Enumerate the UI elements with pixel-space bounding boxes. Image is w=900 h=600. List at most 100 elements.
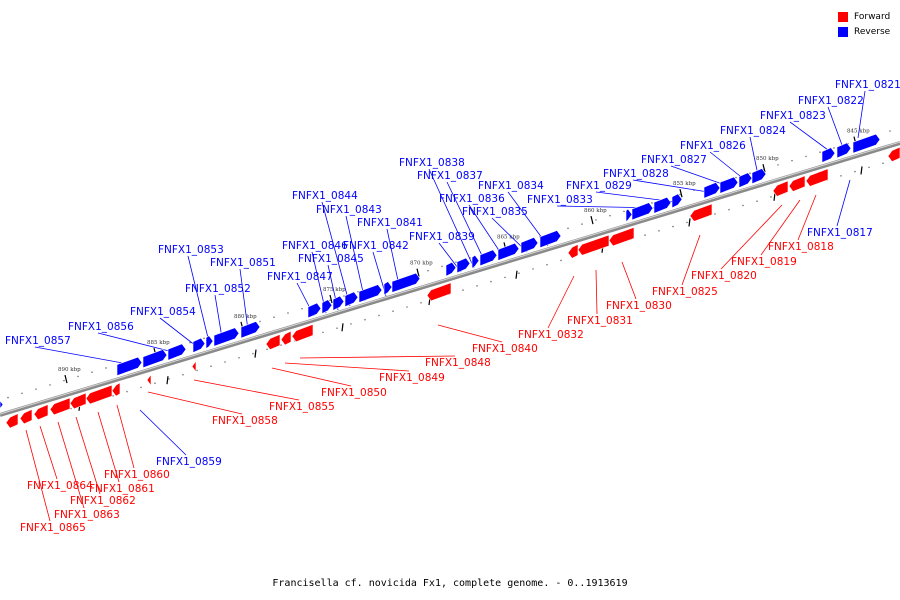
gene-feature-forward[interactable] [5, 413, 19, 429]
gene-label-FNFX1_0860[interactable]: FNFX1_0860 [104, 469, 170, 481]
gene-feature-reverse[interactable] [192, 337, 206, 354]
gene-feature-reverse[interactable] [0, 399, 4, 412]
gene-feature-reverse[interactable] [703, 182, 721, 199]
gene-feature-forward[interactable] [85, 384, 113, 405]
gene-feature-forward[interactable] [69, 392, 87, 410]
gene-label-FNFX1_0820[interactable]: FNFX1_0820 [691, 270, 757, 282]
gene-feature-reverse[interactable] [836, 142, 852, 159]
gene-label-FNFX1_0835[interactable]: FNFX1_0835 [462, 206, 528, 218]
gene-feature-forward[interactable] [191, 359, 197, 373]
gene-feature-reverse[interactable] [321, 299, 333, 315]
gene-feature-reverse[interactable] [358, 284, 383, 303]
gene-feature-forward[interactable] [146, 373, 152, 387]
gene-feature-forward[interactable] [265, 333, 281, 350]
gene-feature-reverse[interactable] [213, 327, 240, 347]
gene-feature-reverse[interactable] [653, 196, 672, 214]
gene-feature-forward[interactable] [689, 203, 713, 222]
gene-label-FNFX1_0823[interactable]: FNFX1_0823 [760, 110, 826, 122]
gene-feature-forward[interactable] [788, 175, 806, 192]
gene-feature-reverse[interactable] [456, 257, 471, 274]
gene-label-FNFX1_0852[interactable]: FNFX1_0852 [185, 283, 251, 295]
gene-feature-reverse[interactable] [307, 302, 322, 319]
gene-label-FNFX1_0862[interactable]: FNFX1_0862 [70, 495, 136, 507]
gene-label-FNFX1_0857[interactable]: FNFX1_0857 [5, 335, 71, 347]
gene-label-FNFX1_0821[interactable]: FNFX1_0821 [835, 79, 900, 91]
gene-feature-reverse[interactable] [625, 208, 633, 223]
gene-label-FNFX1_0859[interactable]: FNFX1_0859 [156, 456, 222, 468]
gene-feature-forward[interactable] [291, 323, 314, 343]
gene-label-FNFX1_0846[interactable]: FNFX1_0846 [282, 240, 348, 252]
gene-feature-reverse[interactable] [383, 281, 393, 296]
gene-feature-reverse[interactable] [240, 321, 261, 339]
gene-label-FNFX1_0836[interactable]: FNFX1_0836 [439, 193, 505, 205]
gene-label-FNFX1_0853[interactable]: FNFX1_0853 [158, 244, 224, 256]
gene-label-FNFX1_0854[interactable]: FNFX1_0854 [130, 306, 196, 318]
gene-feature-reverse[interactable] [631, 202, 654, 221]
gene-label-FNFX1_0844[interactable]: FNFX1_0844 [292, 190, 358, 202]
gene-label-FNFX1_0848[interactable]: FNFX1_0848 [425, 357, 491, 369]
gene-feature-reverse[interactable] [852, 133, 881, 154]
gene-label-FNFX1_0861[interactable]: FNFX1_0861 [89, 483, 155, 495]
gene-feature-reverse[interactable] [671, 193, 683, 209]
gene-label-FNFX1_0829[interactable]: FNFX1_0829 [566, 180, 632, 192]
gene-feature-reverse[interactable] [344, 291, 359, 308]
gene-feature-reverse[interactable] [391, 272, 421, 293]
gene-label-FNFX1_0831[interactable]: FNFX1_0831 [567, 315, 633, 327]
gene-feature-forward[interactable] [887, 146, 900, 163]
gene-label-FNFX1_0839[interactable]: FNFX1_0839 [409, 231, 475, 243]
gene-label-FNFX1_0856[interactable]: FNFX1_0856 [68, 321, 134, 333]
gene-label-FNFX1_0863[interactable]: FNFX1_0863 [54, 509, 120, 521]
gene-feature-forward[interactable] [19, 408, 33, 425]
gene-feature-reverse[interactable] [479, 249, 498, 267]
gene-label-FNFX1_0824[interactable]: FNFX1_0824 [720, 125, 786, 137]
gene-label-FNFX1_0817[interactable]: FNFX1_0817 [807, 227, 873, 239]
gene-label-FNFX1_0847[interactable]: FNFX1_0847 [267, 271, 333, 283]
gene-feature-forward[interactable] [280, 330, 292, 346]
gene-label-FNFX1_0832[interactable]: FNFX1_0832 [518, 329, 584, 341]
gene-label-FNFX1_0840[interactable]: FNFX1_0840 [472, 343, 538, 355]
gene-feature-reverse[interactable] [332, 295, 345, 311]
gene-feature-reverse[interactable] [142, 349, 168, 369]
gene-label-FNFX1_0841[interactable]: FNFX1_0841 [357, 217, 423, 229]
gene-label-FNFX1_0849[interactable]: FNFX1_0849 [379, 372, 445, 384]
gene-label-FNFX1_0826[interactable]: FNFX1_0826 [680, 140, 746, 152]
gene-feature-forward[interactable] [567, 243, 579, 259]
gene-label-FNFX1_0845[interactable]: FNFX1_0845 [298, 253, 364, 265]
gene-feature-forward[interactable] [772, 180, 789, 197]
gene-feature-forward[interactable] [426, 282, 452, 302]
gene-feature-forward[interactable] [111, 382, 121, 397]
gene-feature-reverse[interactable] [738, 172, 753, 189]
gene-label-FNFX1_0855[interactable]: FNFX1_0855 [269, 401, 335, 413]
gene-label-FNFX1_0827[interactable]: FNFX1_0827 [641, 154, 707, 166]
gene-label-FNFX1_0825[interactable]: FNFX1_0825 [652, 286, 718, 298]
gene-feature-reverse[interactable] [751, 168, 767, 185]
gene-feature-reverse[interactable] [821, 147, 836, 164]
gene-feature-reverse[interactable] [167, 343, 187, 361]
gene-label-FNFX1_0864[interactable]: FNFX1_0864 [27, 480, 93, 492]
gene-label-FNFX1_0834[interactable]: FNFX1_0834 [478, 180, 544, 192]
gene-feature-reverse[interactable] [445, 261, 457, 277]
gene-label-FNFX1_0838[interactable]: FNFX1_0838 [399, 157, 465, 169]
gene-feature-reverse[interactable] [539, 230, 562, 249]
gene-label-FNFX1_0842[interactable]: FNFX1_0842 [343, 240, 409, 252]
gene-feature-reverse[interactable] [719, 176, 739, 194]
gene-label-FNFX1_0858[interactable]: FNFX1_0858 [212, 415, 278, 427]
gene-feature-reverse[interactable] [497, 242, 520, 261]
gene-label-FNFX1_0828[interactable]: FNFX1_0828 [603, 168, 669, 180]
gene-feature-forward[interactable] [33, 404, 49, 421]
gene-feature-reverse[interactable] [471, 254, 480, 269]
gene-label-FNFX1_0837[interactable]: FNFX1_0837 [417, 170, 483, 182]
gene-label-FNFX1_0851[interactable]: FNFX1_0851 [210, 257, 276, 269]
gene-feature-reverse[interactable] [520, 237, 539, 254]
gene-label-FNFX1_0822[interactable]: FNFX1_0822 [798, 95, 864, 107]
gene-label-FNFX1_0819[interactable]: FNFX1_0819 [731, 256, 797, 268]
gene-label-FNFX1_0850[interactable]: FNFX1_0850 [321, 387, 387, 399]
gene-feature-forward[interactable] [49, 397, 71, 416]
gene-feature-forward[interactable] [805, 168, 829, 187]
gene-label-FNFX1_0843[interactable]: FNFX1_0843 [316, 204, 382, 216]
gene-label-FNFX1_0830[interactable]: FNFX1_0830 [606, 300, 672, 312]
gene-feature-reverse[interactable] [205, 335, 214, 350]
gene-feature-reverse[interactable] [116, 356, 143, 377]
gene-feature-forward[interactable] [608, 226, 635, 247]
gene-label-FNFX1_0865[interactable]: FNFX1_0865 [20, 522, 86, 534]
